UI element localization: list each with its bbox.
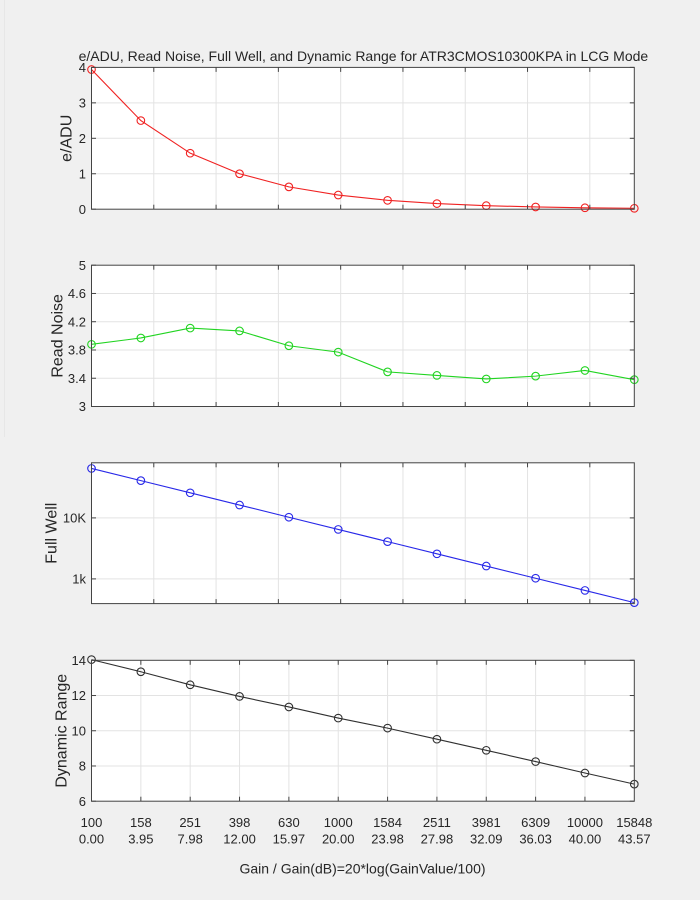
svg-text:100: 100 [81,815,103,830]
svg-text:Dynamic Range: Dynamic Range [54,674,71,788]
svg-text:3.95: 3.95 [128,832,153,847]
svg-text:398: 398 [229,815,251,830]
svg-text:158: 158 [130,815,152,830]
svg-text:Read Noise: Read Noise [50,294,67,378]
svg-text:6309: 6309 [521,815,550,830]
svg-text:630: 630 [278,815,300,830]
svg-text:1: 1 [79,166,86,181]
svg-text:1000: 1000 [324,815,353,830]
svg-text:32.09: 32.09 [470,832,503,847]
svg-text:3981: 3981 [472,815,501,830]
svg-text:Full Well: Full Well [43,503,60,564]
svg-text:7.98: 7.98 [178,832,203,847]
svg-text:40.00: 40.00 [569,832,602,847]
svg-text:4.2: 4.2 [68,314,86,329]
svg-text:36.03: 36.03 [519,832,552,847]
svg-text:5: 5 [79,258,86,273]
svg-text:14: 14 [72,653,86,668]
svg-text:20.00: 20.00 [322,832,355,847]
svg-text:3.8: 3.8 [68,343,86,358]
svg-text:43.57: 43.57 [618,832,651,847]
svg-text:4.6: 4.6 [68,286,86,301]
svg-text:10: 10 [72,723,86,738]
svg-text:1k: 1k [72,572,86,587]
svg-text:e/ADU, Read Noise, Full Well,: e/ADU, Read Noise, Full Well, and Dynami… [79,48,649,64]
svg-text:251: 251 [179,815,201,830]
svg-text:8: 8 [79,759,86,774]
svg-text:1584: 1584 [373,815,402,830]
svg-text:3.4: 3.4 [68,371,86,386]
svg-text:3: 3 [79,96,86,111]
svg-text:23.98: 23.98 [371,832,404,847]
svg-text:12: 12 [72,688,86,703]
svg-text:10000: 10000 [567,815,603,830]
svg-text:e/ADU: e/ADU [59,115,76,162]
svg-text:0.00: 0.00 [79,832,104,847]
svg-text:15848: 15848 [616,815,652,830]
svg-text:10K: 10K [63,511,86,526]
svg-text:2: 2 [79,131,86,146]
svg-text:2511: 2511 [423,815,451,830]
svg-text:Gain / Gain(dB)=20*log(GainVal: Gain / Gain(dB)=20*log(GainValue/100) [239,860,485,876]
svg-text:27.98: 27.98 [421,832,454,847]
svg-text:6: 6 [79,794,86,809]
svg-text:4: 4 [79,60,86,75]
svg-text:15.97: 15.97 [273,832,306,847]
svg-text:0: 0 [79,202,86,217]
svg-text:3: 3 [79,399,86,414]
svg-text:12.00: 12.00 [223,832,256,847]
